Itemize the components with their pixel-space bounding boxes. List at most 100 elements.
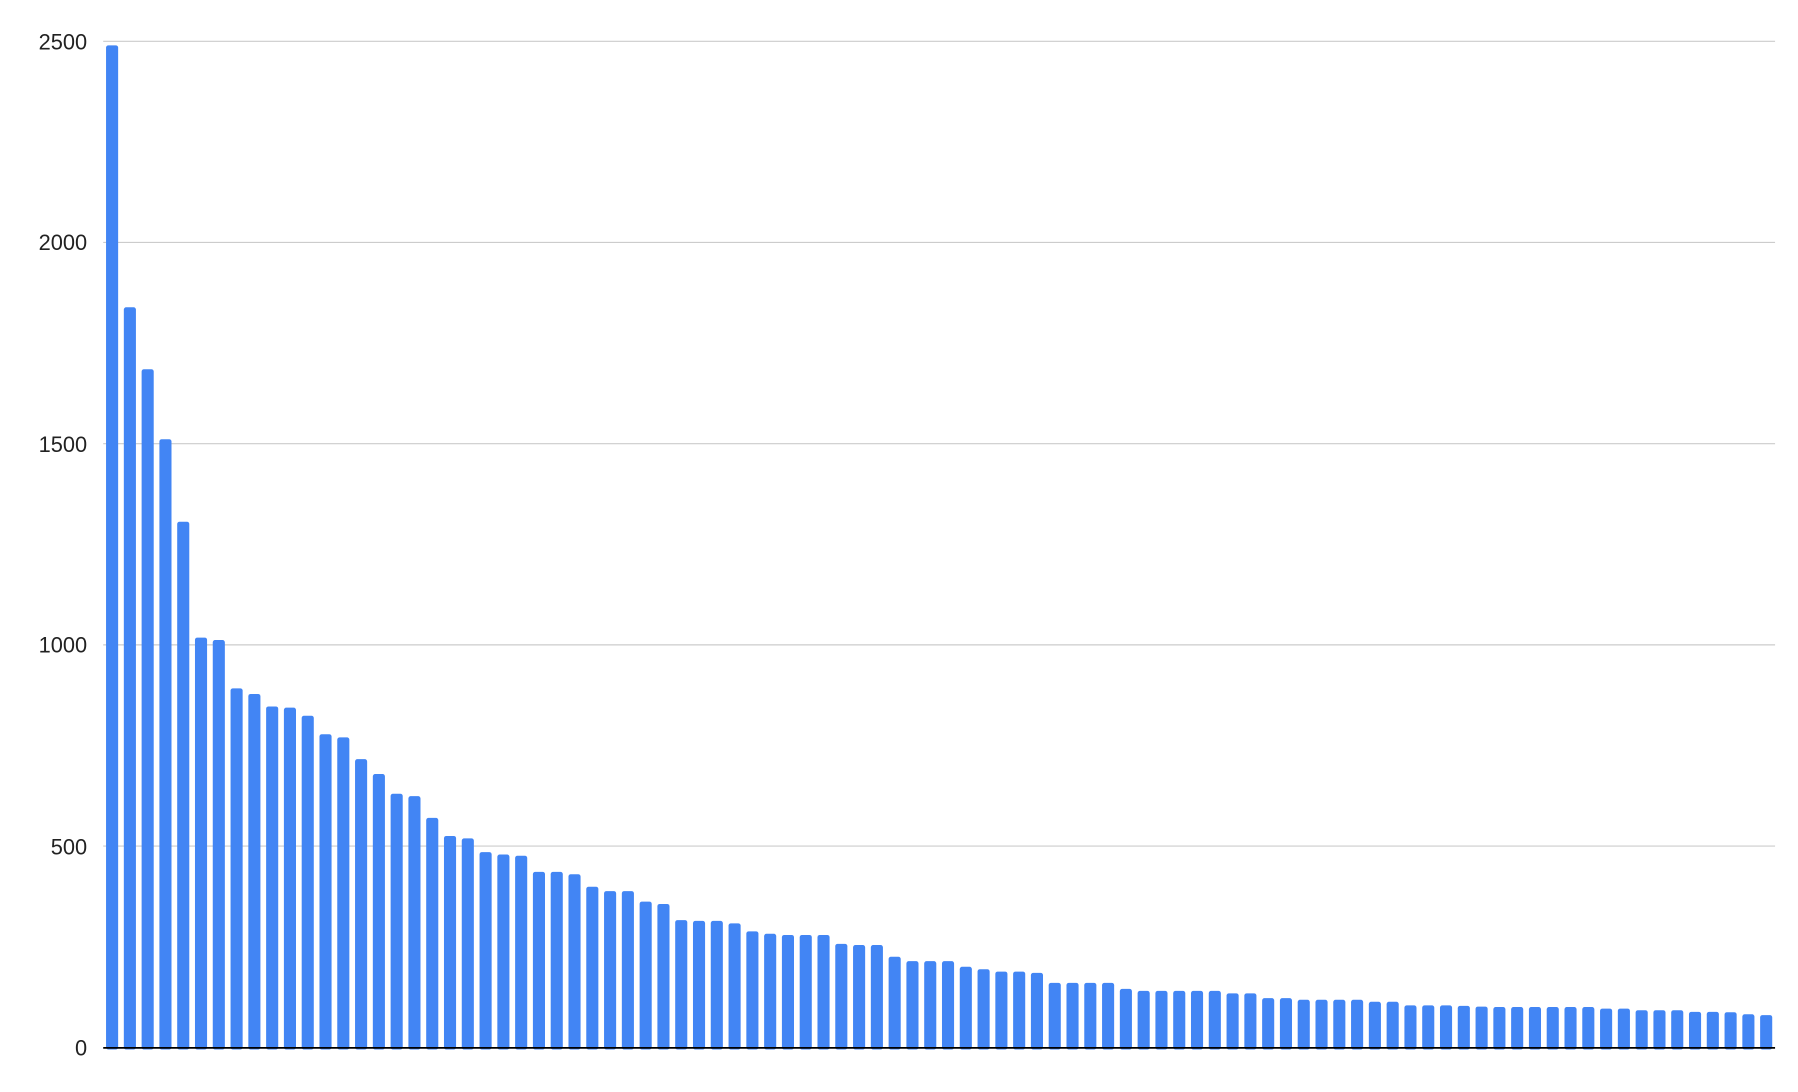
bar <box>639 901 652 1050</box>
bar <box>657 904 670 1050</box>
bar <box>1724 1012 1737 1050</box>
bar <box>1244 993 1257 1050</box>
bar <box>692 920 706 1050</box>
bar <box>1475 1006 1488 1050</box>
bar <box>1137 990 1150 1050</box>
bar <box>283 707 296 1050</box>
bar <box>888 956 901 1050</box>
bar <box>941 961 955 1050</box>
bar <box>1048 982 1061 1050</box>
bar <box>390 793 403 1050</box>
bar <box>1617 1008 1630 1050</box>
bars <box>106 45 1773 1050</box>
bar <box>408 796 421 1050</box>
bar <box>586 886 599 1050</box>
bar <box>1368 1001 1381 1050</box>
bar <box>1333 999 1346 1050</box>
bar <box>959 966 972 1050</box>
bar <box>532 871 546 1050</box>
bar <box>1688 1011 1702 1050</box>
y-tick-label: 1500 <box>39 432 87 457</box>
bar <box>1742 1014 1755 1050</box>
bar <box>1422 1005 1435 1050</box>
bar <box>817 934 830 1050</box>
bar <box>1706 1011 1719 1050</box>
bar <box>995 971 1008 1050</box>
bar <box>1297 999 1310 1050</box>
bar <box>621 891 634 1050</box>
y-tick-label: 1000 <box>39 633 87 658</box>
bar <box>248 693 261 1050</box>
bar <box>141 369 154 1050</box>
bar <box>1564 1007 1577 1050</box>
bar <box>1582 1007 1595 1050</box>
bar <box>230 688 243 1050</box>
bar <box>479 852 492 1050</box>
bar <box>1226 993 1239 1050</box>
y-tick-label: 2500 <box>39 29 87 54</box>
bar <box>1439 1005 1453 1050</box>
bar <box>550 871 563 1050</box>
bar <box>355 759 368 1050</box>
bar <box>319 734 332 1050</box>
bar <box>1102 982 1115 1050</box>
gridlines <box>103 40 1776 847</box>
bar <box>1671 1010 1684 1050</box>
bar <box>568 874 581 1050</box>
bar <box>1173 990 1186 1050</box>
bar <box>372 774 385 1050</box>
bar <box>781 934 795 1050</box>
bar <box>1635 1010 1648 1050</box>
bar <box>1653 1010 1666 1050</box>
bar <box>1528 1007 1542 1050</box>
bar <box>835 943 848 1050</box>
bar <box>1404 1005 1417 1050</box>
bar <box>924 961 937 1050</box>
bar <box>1511 1007 1524 1050</box>
bar <box>853 945 866 1050</box>
bar <box>1013 971 1026 1050</box>
bar <box>1190 990 1204 1050</box>
bar <box>675 920 688 1050</box>
bar <box>426 817 439 1050</box>
bar <box>728 923 741 1050</box>
bar <box>1084 982 1097 1050</box>
bar <box>710 920 723 1050</box>
bar <box>1066 982 1079 1050</box>
bar <box>746 931 759 1050</box>
bar <box>906 961 919 1050</box>
bar <box>1030 972 1044 1050</box>
bar <box>159 439 172 1050</box>
y-tick-label: 500 <box>51 835 87 860</box>
bar <box>497 854 510 1050</box>
bar <box>1351 999 1364 1050</box>
bar <box>1457 1005 1470 1050</box>
bar <box>1600 1008 1613 1050</box>
bar <box>337 737 350 1050</box>
bar <box>1119 988 1132 1050</box>
bar <box>266 706 279 1050</box>
bar <box>870 945 883 1050</box>
y-tick-label: 0 <box>75 1035 87 1060</box>
y-tick-label: 2000 <box>39 230 87 255</box>
bar <box>301 715 314 1050</box>
bar <box>1279 998 1293 1050</box>
bar <box>604 891 617 1050</box>
y-axis-ticks: 0 500 1000 1500 2000 2500 <box>39 29 87 1060</box>
bar <box>1493 1007 1506 1050</box>
bar <box>1262 998 1275 1050</box>
bar <box>799 934 812 1050</box>
bar <box>1155 990 1168 1050</box>
bar <box>1208 990 1221 1050</box>
bar <box>194 637 208 1050</box>
bar <box>1546 1007 1559 1050</box>
bar <box>1315 999 1328 1050</box>
bar <box>1386 1001 1399 1050</box>
bar <box>1760 1015 1773 1050</box>
bar <box>123 307 136 1050</box>
bar <box>764 933 777 1050</box>
bar <box>515 855 528 1050</box>
bar <box>106 45 119 1050</box>
bar <box>443 836 457 1050</box>
